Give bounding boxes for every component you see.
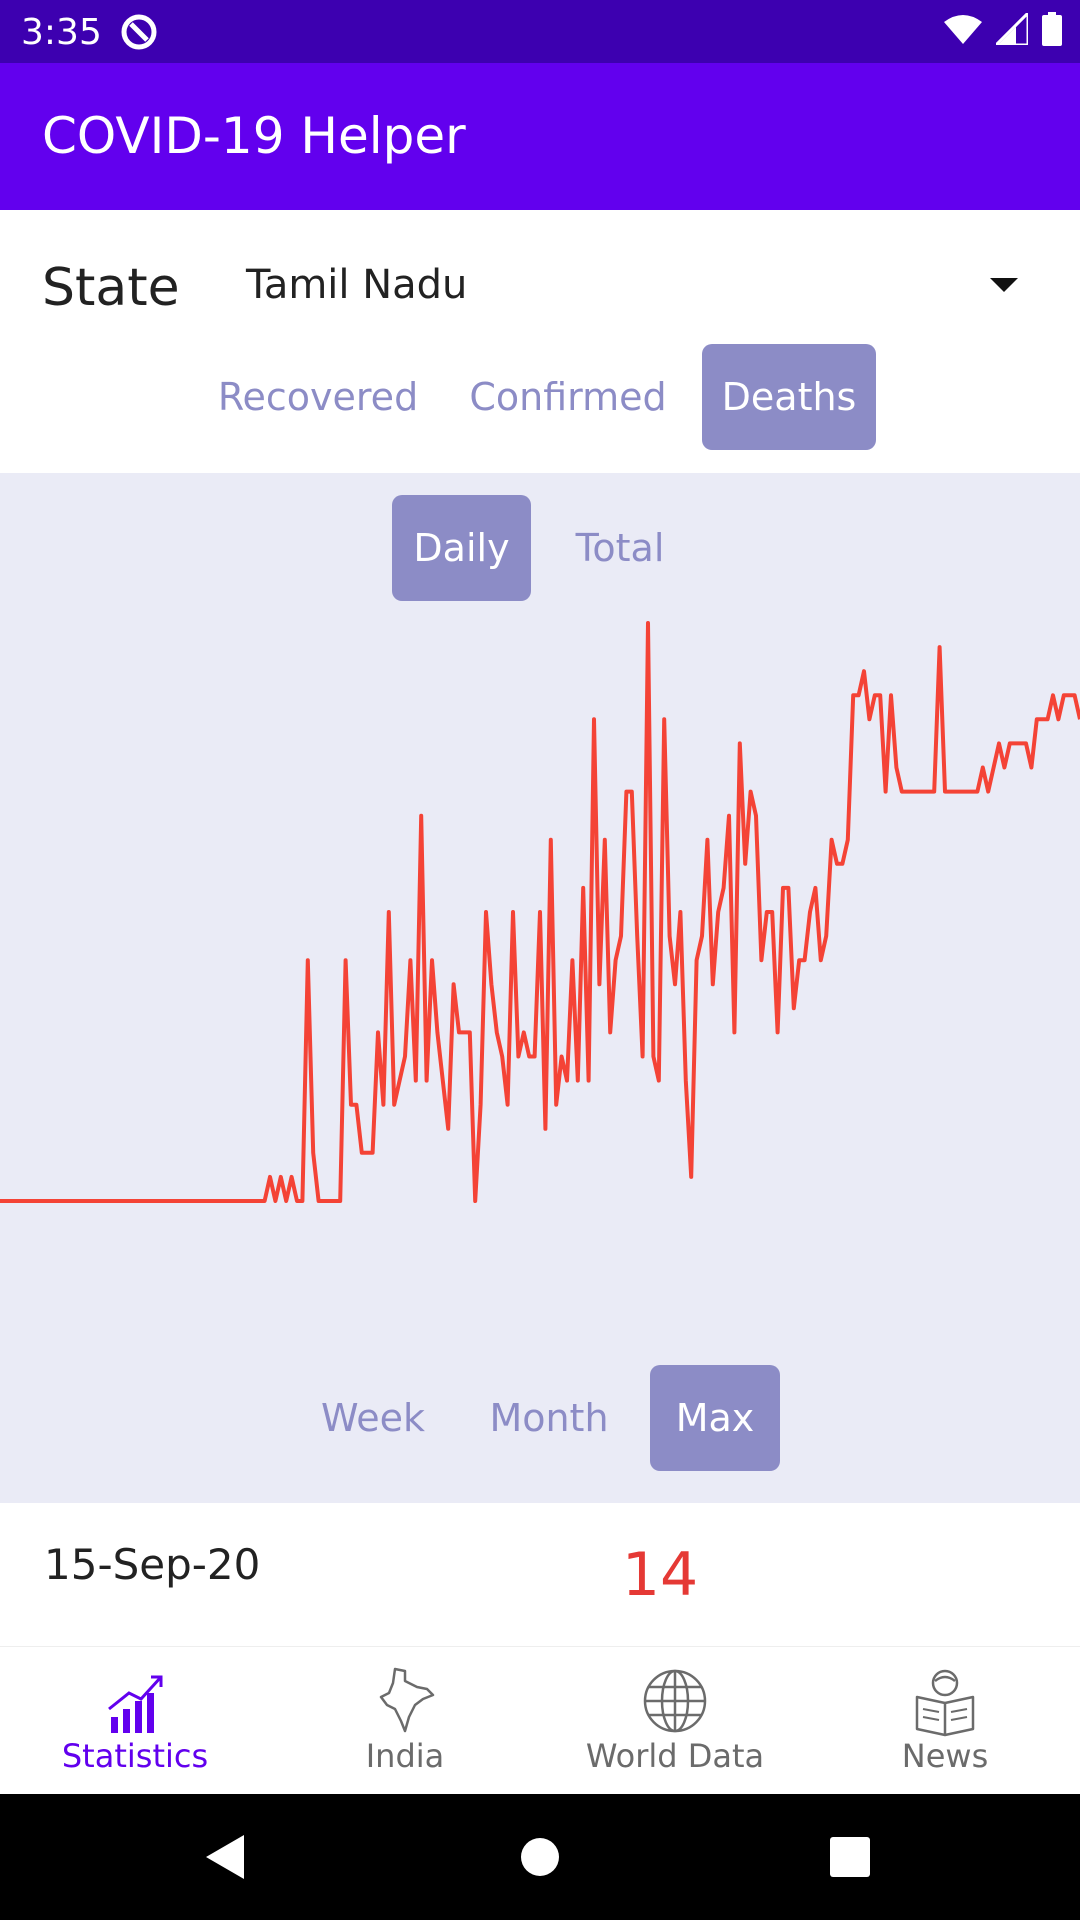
chart-panel: Daily Total Week Month Max [0,473,1080,1503]
tab-week[interactable]: Week [320,1396,426,1440]
nav-label-india: India [365,1737,445,1775]
nav-statistics[interactable]: Statistics [0,1647,270,1794]
nav-label-statistics: Statistics [61,1737,209,1775]
status-bar: 3:35 [0,0,1080,63]
tab-recovered[interactable]: Recovered [217,375,419,419]
recents-icon[interactable] [830,1837,870,1877]
statistics-icon [108,1675,163,1733]
state-label: State [42,258,180,318]
tab-max[interactable]: Max [650,1365,780,1471]
nav-label-world-data: World Data [585,1737,765,1775]
globe-icon [643,1669,707,1733]
state-selected-value: Tamil Nadu [246,262,468,308]
news-reader-icon [915,1669,975,1737]
status-icons [944,12,1062,46]
selected-value: 14 [621,1540,699,1610]
back-icon[interactable] [204,1833,248,1881]
nav-india[interactable]: India [270,1647,540,1794]
india-map-icon [379,1667,435,1733]
selected-date: 15-Sep-20 [44,1540,261,1589]
app-title: COVID-19 Helper [42,107,466,165]
tab-confirmed[interactable]: Confirmed [469,375,667,419]
system-navigation-bar [0,1794,1080,1920]
cell-signal-icon [996,13,1028,45]
tab-month[interactable]: Month [489,1396,609,1440]
state-dropdown[interactable]: Tamil Nadu [246,258,1026,318]
series-line-0 [0,621,1080,1203]
app-bar: COVID-19 Helper [0,63,1080,210]
battery-icon [1042,12,1062,46]
tab-total[interactable]: Total [575,526,665,570]
deaths-line-chart[interactable] [0,613,1080,1233]
status-time: 3:35 [21,12,102,53]
dropdown-arrow-icon [990,278,1018,292]
app-notification-icon [121,14,157,50]
tab-daily[interactable]: Daily [392,495,531,601]
home-icon[interactable] [520,1837,560,1877]
tab-deaths[interactable]: Deaths [702,344,876,450]
nav-world-data[interactable]: World Data [540,1647,810,1794]
nav-news[interactable]: News [810,1647,1080,1794]
bottom-navigation: Statistics India World Data News [0,1646,1080,1794]
nav-label-news: News [901,1737,989,1775]
wifi-icon [944,15,982,44]
